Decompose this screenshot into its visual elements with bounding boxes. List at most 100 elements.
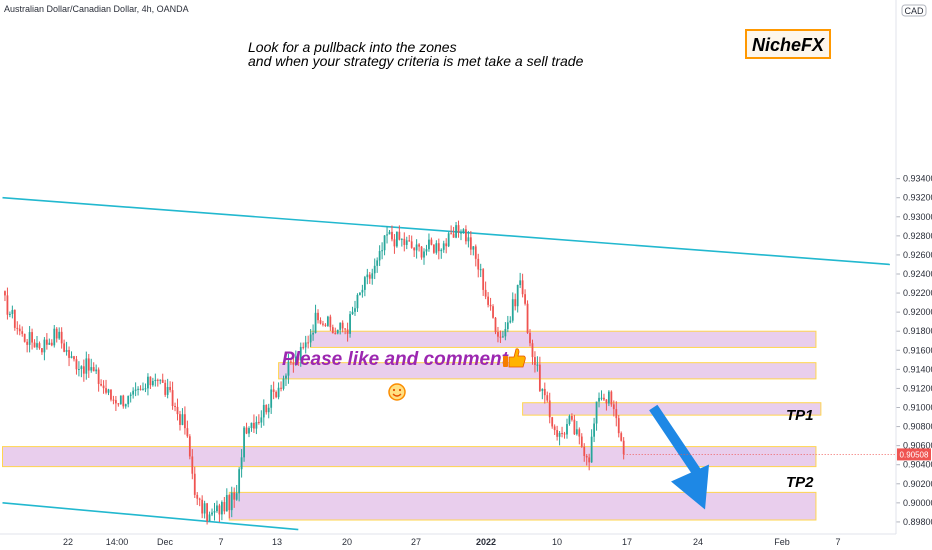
zone-1[interactable] [310, 330, 817, 348]
candle-body [139, 388, 142, 390]
candle-body [16, 327, 19, 329]
candle-body [497, 332, 499, 337]
channel-line-lower[interactable] [2, 502, 299, 531]
candle-body [80, 366, 83, 369]
candle-body [605, 399, 608, 404]
candle-body [95, 369, 98, 372]
candle-body [573, 419, 576, 435]
smiley-icon [388, 383, 406, 401]
candle-body [149, 376, 152, 386]
candle-body [398, 231, 401, 240]
candle-body [129, 394, 132, 396]
zone-tp2[interactable] [228, 491, 817, 521]
candle-body [588, 457, 591, 463]
time-axis[interactable]: 22 14:00 Dec 7 13 20 27 2022 10 17 24 Feb 7 [63, 537, 841, 547]
candle-body [272, 389, 275, 392]
candle-body [73, 356, 75, 360]
zone-3[interactable] [522, 402, 822, 416]
candle-body [58, 331, 61, 339]
candles-layer [4, 220, 625, 525]
candle-body [452, 233, 455, 238]
candle-body [196, 494, 199, 499]
candle-body [63, 343, 66, 352]
channel-line-upper[interactable] [2, 196, 890, 266]
candle-body [381, 250, 384, 252]
candle-body [494, 317, 497, 333]
candle-body [92, 367, 95, 372]
candle-body [354, 308, 356, 312]
candle-body [102, 385, 105, 389]
candle-body [578, 429, 581, 437]
candle-body [307, 342, 310, 344]
candle-body [223, 502, 226, 512]
candle-body [171, 390, 174, 406]
channel-lines [2, 196, 890, 531]
time-tick-label: Dec [157, 537, 174, 547]
candle-body [474, 246, 477, 259]
candle-body [607, 391, 610, 404]
candle-body [18, 328, 21, 332]
candle-body [287, 361, 290, 376]
brand-box: NicheFX [745, 29, 831, 59]
zone-tp1[interactable] [2, 446, 817, 468]
candle-body [41, 348, 43, 353]
zones-layer [2, 330, 822, 521]
candle-body [548, 400, 551, 418]
candle-body [484, 289, 487, 297]
candle-body [304, 342, 307, 348]
time-tick-label: 2022 [476, 537, 496, 547]
candle-body [159, 379, 162, 381]
candle-body [250, 422, 253, 429]
candle-body [208, 514, 211, 522]
candle-body [285, 375, 287, 379]
candle-body [290, 361, 292, 363]
candle-body [590, 436, 593, 463]
candle-body [575, 429, 578, 435]
candle-body [455, 225, 457, 238]
candle-body [595, 401, 598, 424]
candle-body [457, 225, 460, 233]
candle-body [218, 505, 221, 515]
currency-badge: CAD [901, 4, 927, 17]
candle-body [551, 417, 554, 427]
time-tick-label: 7 [218, 537, 223, 547]
candle-body [243, 427, 245, 458]
candle-body [245, 427, 248, 434]
candle-body [598, 397, 600, 402]
candle-body [346, 329, 349, 334]
candle-body [85, 358, 88, 374]
candle-body [403, 238, 406, 245]
candle-body [563, 433, 566, 435]
candle-body [519, 280, 522, 286]
last-price-box [897, 448, 931, 461]
candle-body [524, 294, 526, 304]
candle-body [156, 379, 159, 381]
thumbs-up-icon [503, 348, 526, 368]
time-tick-label: 27 [411, 537, 421, 547]
candle-body [418, 244, 420, 247]
candle-body [280, 387, 282, 389]
candle-body [553, 426, 556, 431]
candle-body [514, 299, 517, 307]
candle-body [292, 362, 295, 365]
time-tick-label: 10 [552, 537, 562, 547]
candle-body [558, 432, 561, 437]
zone-2[interactable] [278, 362, 817, 380]
sell-arrow [649, 404, 710, 510]
candle-body [206, 503, 208, 522]
price-tick-label: 0.89800 [903, 517, 932, 527]
sell-arrow-head [671, 464, 710, 510]
candle-body [415, 244, 418, 251]
candle-body [87, 358, 90, 371]
candle-body [376, 260, 379, 266]
candle-body [127, 395, 130, 405]
candle-body [386, 234, 388, 236]
